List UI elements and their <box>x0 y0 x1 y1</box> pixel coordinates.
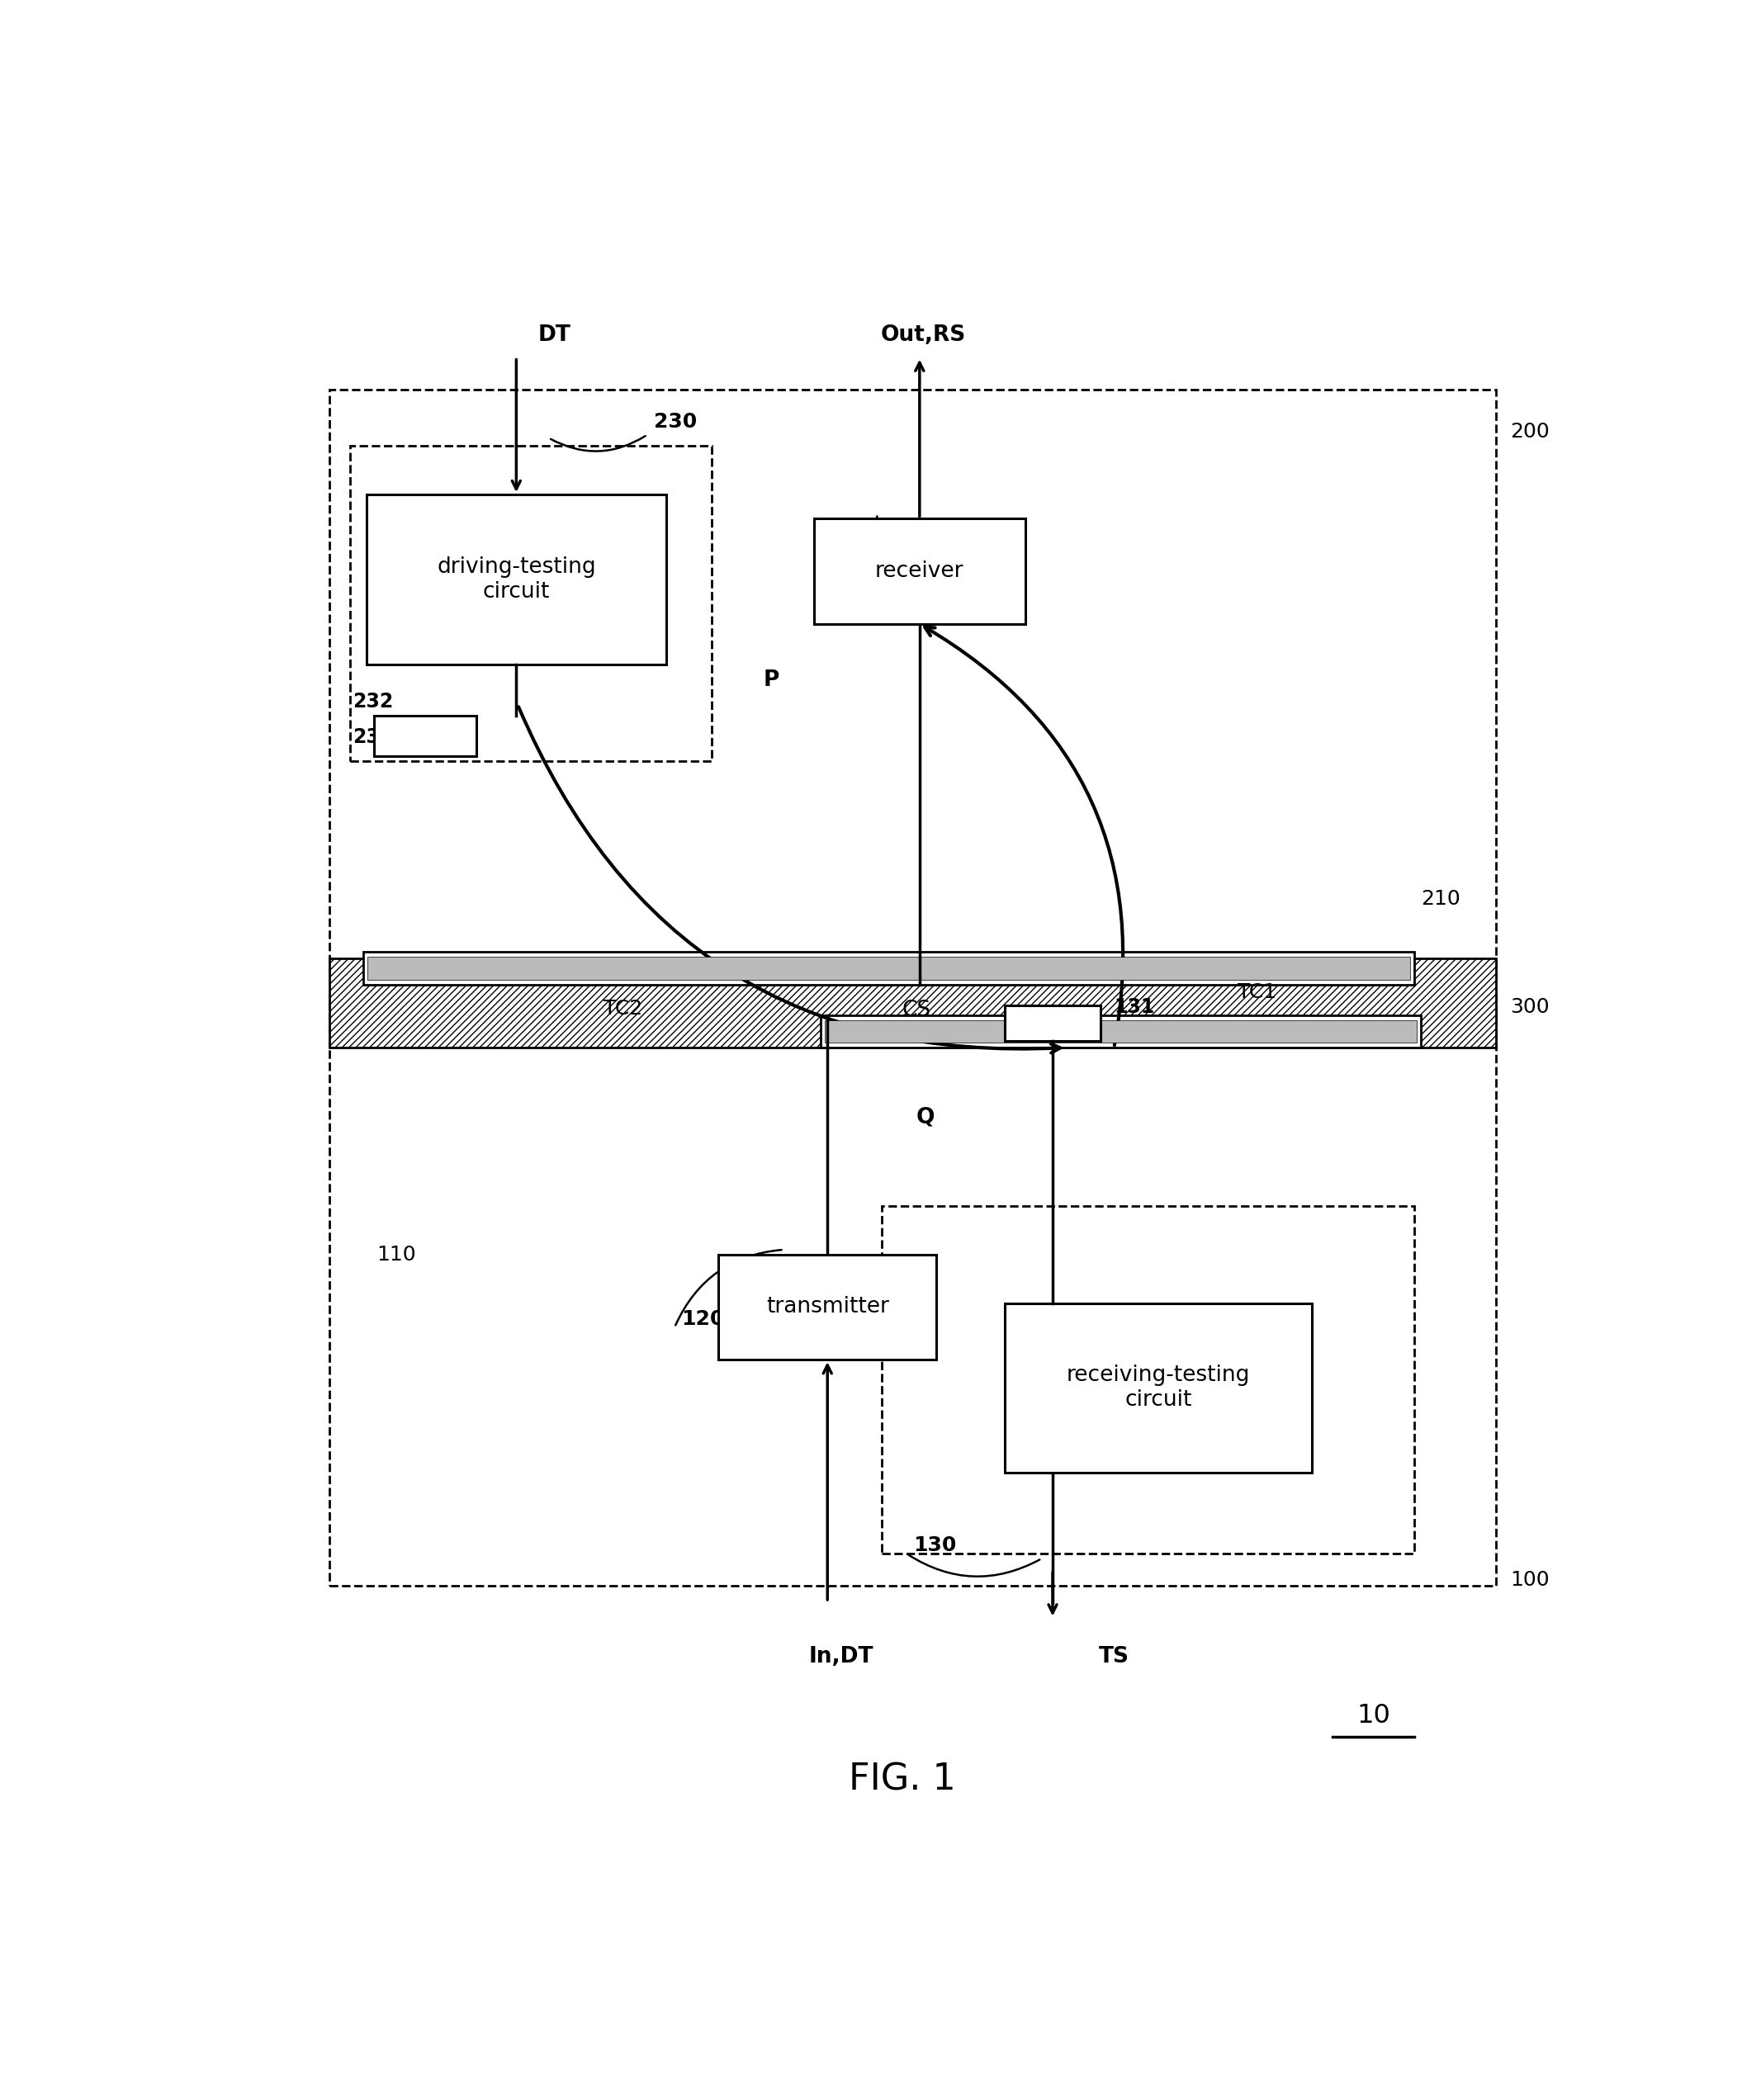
Text: TC1: TC1 <box>1238 983 1277 1002</box>
Bar <box>375 716 477 756</box>
Bar <box>366 496 666 664</box>
Bar <box>718 1254 937 1359</box>
Text: 220: 220 <box>909 550 953 569</box>
Bar <box>1006 1006 1101 1042</box>
Text: DT: DT <box>539 323 571 347</box>
Text: 120: 120 <box>682 1308 726 1329</box>
Text: Q: Q <box>916 1107 935 1128</box>
Text: transmitter: transmitter <box>766 1296 889 1319</box>
Text: 232: 232 <box>352 691 393 712</box>
Text: 10: 10 <box>1356 1703 1389 1728</box>
Text: 132: 132 <box>1115 1027 1155 1046</box>
Bar <box>821 1014 1421 1048</box>
Bar <box>329 958 1497 1048</box>
Bar <box>1006 1302 1312 1472</box>
Bar <box>368 958 1411 979</box>
Text: 230: 230 <box>653 412 697 433</box>
Text: CS: CS <box>902 1000 930 1021</box>
Text: 210: 210 <box>1421 888 1460 909</box>
Text: FIG. 1: FIG. 1 <box>849 1762 956 1798</box>
Bar <box>350 445 711 762</box>
Bar <box>329 388 1497 979</box>
Text: 231: 231 <box>352 727 393 748</box>
Text: 130: 130 <box>914 1535 956 1556</box>
Text: P: P <box>764 670 780 691</box>
Text: receiver: receiver <box>875 561 963 582</box>
Text: Out,RS: Out,RS <box>880 323 965 347</box>
Bar <box>882 1205 1414 1554</box>
Text: receiving-testing
circuit: receiving-testing circuit <box>1067 1365 1250 1411</box>
Bar <box>329 995 1497 1586</box>
Bar <box>824 1021 1418 1044</box>
Text: TC2: TC2 <box>604 1000 643 1018</box>
Bar <box>814 519 1025 624</box>
Text: 110: 110 <box>377 1245 416 1264</box>
Bar <box>363 951 1414 985</box>
Text: driving-testing
circuit: driving-testing circuit <box>437 556 595 603</box>
Text: 131: 131 <box>1115 997 1155 1016</box>
Text: In,DT: In,DT <box>808 1646 873 1667</box>
Text: 200: 200 <box>1509 422 1550 441</box>
Text: 100: 100 <box>1509 1571 1550 1590</box>
Text: 300: 300 <box>1509 997 1550 1016</box>
Text: TS: TS <box>1099 1646 1129 1667</box>
